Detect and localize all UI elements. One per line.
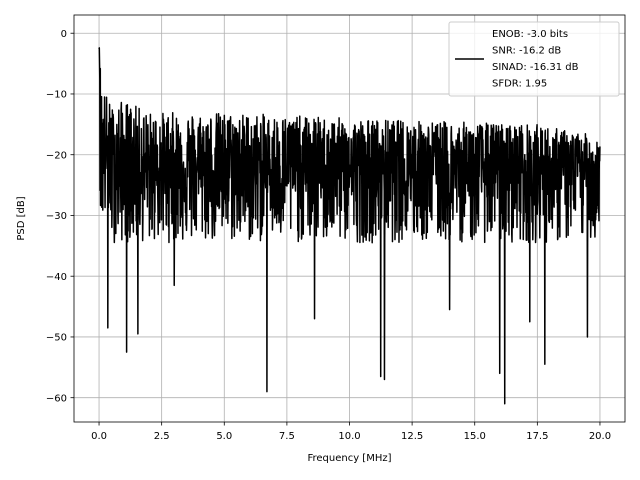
y-tick-label: −40 bbox=[46, 272, 67, 283]
x-axis-label: Frequency [MHz] bbox=[307, 453, 391, 464]
x-tick-label: 5.0 bbox=[216, 431, 232, 442]
x-tick-label: 10.0 bbox=[338, 431, 360, 442]
legend: ENOB: -3.0 bits SNR: -16.2 dB SINAD: -16.3… bbox=[448, 21, 620, 97]
y-axis-label: PSD [dB] bbox=[16, 196, 27, 240]
psd-series-line bbox=[98, 47, 601, 405]
x-tick-label: 7.5 bbox=[279, 431, 295, 442]
x-axis-ticks: 0.0 2.5 5.0 7.5 10.0 12.5 15.0 17.5 20.0 bbox=[91, 422, 611, 442]
y-tick-label: −30 bbox=[46, 211, 67, 222]
y-tick-label: −10 bbox=[46, 90, 67, 101]
y-tick-label: 0 bbox=[61, 29, 67, 40]
x-tick-label: 15.0 bbox=[464, 431, 486, 442]
x-tick-label: 2.5 bbox=[154, 431, 170, 442]
legend-label: ENOB: -3.0 bits SNR: -16.2 dB SINAD: -16.3… bbox=[492, 29, 579, 90]
y-tick-label: −60 bbox=[46, 393, 67, 404]
x-tick-label: 20.0 bbox=[589, 431, 611, 442]
y-tick-label: −50 bbox=[46, 333, 67, 344]
plot-area bbox=[98, 47, 601, 405]
y-tick-label: −20 bbox=[46, 150, 67, 161]
x-tick-label: 17.5 bbox=[526, 431, 548, 442]
x-tick-label: 0.0 bbox=[91, 431, 107, 442]
y-axis-ticks: 0 −10 −20 −30 −40 −50 −60 bbox=[46, 29, 74, 404]
x-tick-label: 12.5 bbox=[401, 431, 423, 442]
legend-box bbox=[448, 21, 620, 97]
